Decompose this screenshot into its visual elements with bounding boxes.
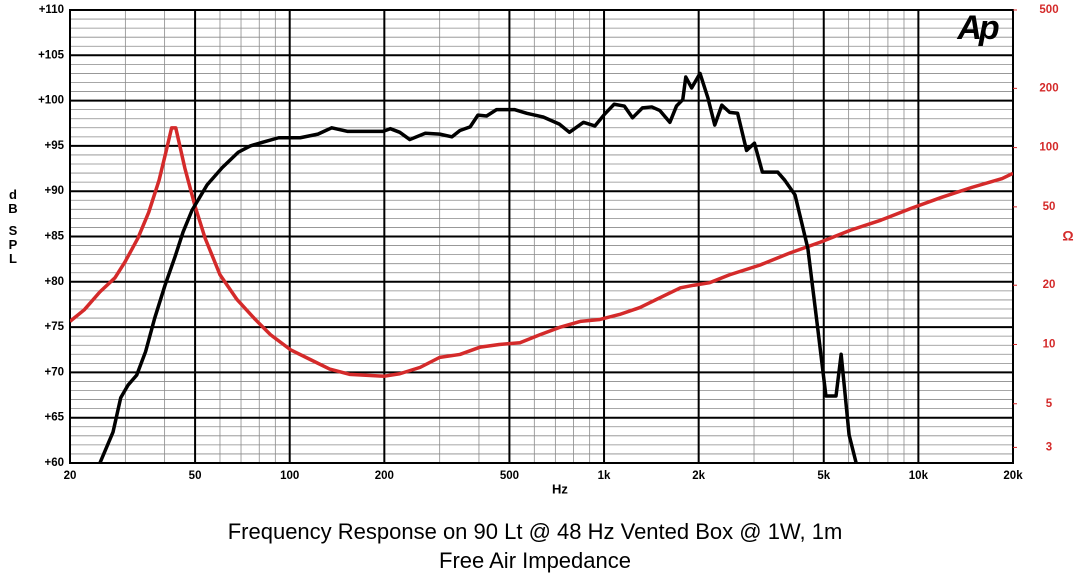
x-tick-label: 50	[189, 470, 202, 482]
grid	[69, 9, 1014, 464]
plot-frame	[69, 9, 1014, 464]
y-tick-label: +60	[44, 457, 64, 469]
y-tick-label: +105	[38, 49, 65, 61]
x-axis-label: Hz	[552, 481, 568, 496]
x-tick-label: 20k	[1003, 470, 1023, 482]
x-tick-label: 500	[500, 470, 519, 482]
y2-tick-label: 10	[1043, 339, 1056, 351]
x-tick-label: 10k	[909, 470, 929, 482]
y2-tick-label: 3	[1046, 441, 1052, 453]
plot-lines	[70, 71, 1013, 463]
y2-axis-label: Ω	[1062, 228, 1073, 244]
y-tick-label: +80	[44, 276, 64, 288]
x-tick-label: 5k	[817, 470, 830, 482]
labels: +60 +65 +70 +75 +80 +85 +90 +95 +100 +105 +110 20 50…	[38, 4, 1059, 482]
y2-tick-label: 100	[1039, 142, 1058, 154]
y-tick-label: +90	[44, 185, 64, 197]
y-tick-label: +110	[39, 4, 64, 16]
y-tick-label: +70	[44, 366, 64, 378]
series-line	[70, 126, 1013, 378]
y2-tick-label: 500	[1039, 4, 1058, 16]
series-line	[98, 71, 858, 463]
y-tick-label: +75	[44, 321, 64, 333]
y-tick-label: +85	[44, 231, 64, 243]
chart-subtitle: Free Air Impedance	[439, 548, 631, 573]
logo: Ap	[956, 9, 999, 47]
y-tick-label: +95	[44, 140, 64, 152]
x-tick-label: 20	[64, 470, 77, 482]
x-tick-label: 100	[280, 470, 299, 482]
x-tick-label: 1k	[598, 470, 611, 482]
y2-tick-label: 50	[1043, 201, 1056, 213]
x-tick-label: 200	[375, 470, 394, 482]
y-tick-label: +65	[44, 412, 64, 424]
x-tick-label: 2k	[692, 470, 705, 482]
y2-tick-label: 20	[1043, 279, 1056, 291]
chart-title: Frequency Response on 90 Lt @ 48 Hz Vent…	[228, 519, 843, 544]
y-tick-label: +100	[38, 95, 64, 107]
y2-tick-label: 5	[1046, 398, 1053, 410]
y2-tick-label: 200	[1039, 82, 1058, 94]
